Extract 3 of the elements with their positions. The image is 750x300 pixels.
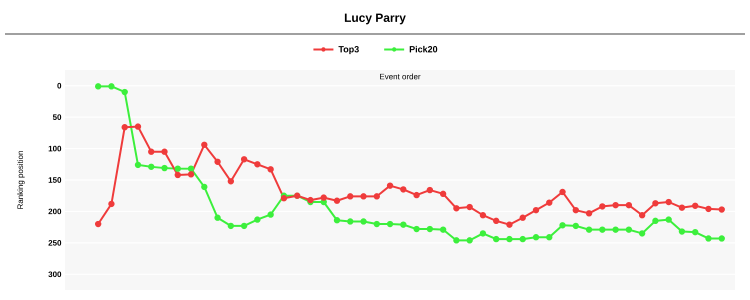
legend-label: Top3 bbox=[338, 46, 359, 54]
legend-label: Pick20 bbox=[410, 46, 438, 52]
chart-title: Lucy Parry bbox=[344, 14, 406, 24]
